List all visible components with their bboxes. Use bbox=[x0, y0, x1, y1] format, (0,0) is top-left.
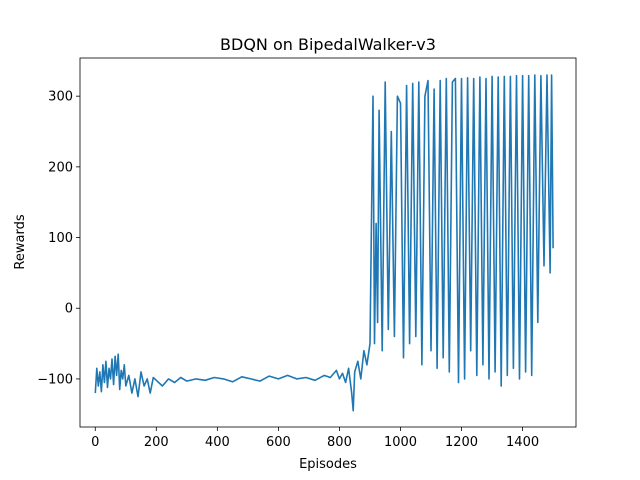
y-tick-label: −100 bbox=[37, 372, 73, 387]
chart-title: BDQN on BipedalWalker-v3 bbox=[220, 35, 436, 54]
series-line bbox=[94, 74, 554, 412]
y-tick-label: 100 bbox=[48, 231, 73, 246]
x-tick-label: 200 bbox=[144, 435, 169, 450]
x-tick-label: 1400 bbox=[506, 435, 539, 450]
x-axis-ticks: 0 200 400 600 800 1000 1200 1400 bbox=[91, 427, 539, 450]
x-tick-label: 400 bbox=[205, 435, 230, 450]
x-tick-label: 1200 bbox=[445, 435, 478, 450]
y-axis-ticks: −100 0 100 200 300 bbox=[37, 90, 80, 387]
x-tick-label: 1000 bbox=[384, 435, 417, 450]
x-tick-label: 800 bbox=[327, 435, 352, 450]
y-tick-label: 300 bbox=[48, 90, 73, 105]
x-tick-label: 600 bbox=[266, 435, 291, 450]
x-axis-label: Episodes bbox=[299, 457, 357, 472]
y-tick-label: 0 bbox=[65, 302, 73, 317]
y-axis-label: Rewards bbox=[13, 214, 28, 269]
x-tick-label: 0 bbox=[91, 435, 99, 450]
y-tick-label: 200 bbox=[48, 160, 73, 175]
axes-frame bbox=[79, 57, 577, 428]
